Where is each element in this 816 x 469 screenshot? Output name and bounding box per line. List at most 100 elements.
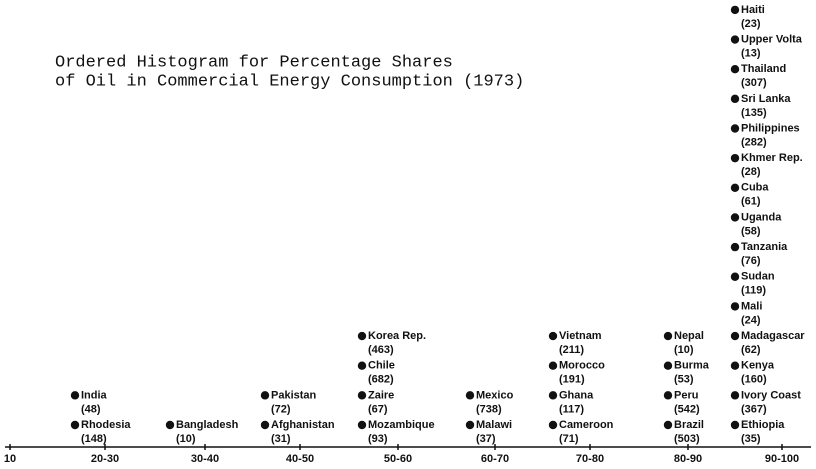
country-value: (93)	[368, 433, 388, 445]
country-value: (31)	[271, 433, 291, 445]
country-name: Khmer Rep.	[741, 152, 803, 164]
country-name: India	[81, 389, 108, 401]
dot	[730, 391, 740, 400]
country-value: (117)	[559, 403, 584, 415]
dot	[260, 420, 270, 430]
country-name: Thailand	[741, 63, 786, 75]
country-name: Peru	[674, 389, 698, 401]
axis-label: 30-40	[191, 453, 219, 465]
country-name: Afghanistan	[271, 419, 335, 431]
dot	[730, 361, 740, 370]
dot	[260, 391, 270, 400]
country-value: (135)	[741, 107, 767, 119]
country-name: Sudan	[741, 271, 775, 283]
dot	[465, 391, 475, 400]
dot	[357, 420, 367, 430]
country-value: (367)	[741, 403, 767, 415]
country-name: Tanzania	[741, 241, 788, 253]
dot	[465, 420, 475, 430]
country-value: (148)	[81, 433, 107, 445]
country-name: Ghana	[559, 389, 594, 401]
dot	[730, 65, 740, 74]
dot	[663, 391, 673, 400]
dot	[357, 361, 367, 370]
country-value: (10)	[176, 433, 196, 445]
country-value: (282)	[741, 136, 767, 148]
country-value: (738)	[476, 403, 502, 415]
country-name: Korea Rep.	[368, 330, 426, 342]
country-name: Rhodesia	[81, 419, 131, 431]
country-value: (191)	[559, 374, 585, 386]
country-value: (160)	[741, 374, 767, 386]
country-name: Zaire	[368, 389, 394, 401]
dot	[730, 94, 740, 104]
dot	[357, 331, 367, 341]
dot	[663, 420, 673, 430]
country-name: Bangladesh	[176, 419, 239, 431]
country-name: Sri Lanka	[741, 93, 791, 105]
country-name: Mexico	[476, 389, 514, 401]
dot	[548, 331, 558, 341]
country-value: (13)	[741, 47, 761, 59]
dot	[730, 213, 740, 222]
axis-label: 60-70	[481, 453, 509, 465]
dot	[548, 361, 558, 370]
country-name: Brazil	[674, 419, 704, 431]
dot	[663, 331, 673, 341]
dot	[70, 391, 80, 400]
axis-label: 10	[4, 453, 16, 465]
country-value: (61)	[741, 196, 761, 208]
dot	[730, 302, 740, 311]
country-value: (71)	[559, 433, 579, 445]
country-value: (58)	[741, 225, 761, 237]
country-name: Uganda	[741, 211, 782, 223]
country-name: Burma	[674, 360, 710, 372]
dot	[548, 391, 558, 400]
dot	[165, 420, 175, 430]
country-value: (48)	[81, 403, 101, 415]
country-value: (62)	[741, 344, 761, 356]
country-name: Malawi	[476, 419, 512, 431]
country-value: (503)	[674, 433, 700, 445]
country-name: Ethiopia	[741, 419, 785, 431]
country-value: (24)	[741, 314, 761, 326]
country-name: Haiti	[741, 4, 765, 16]
country-name: Ivory Coast	[741, 389, 801, 401]
dot	[70, 420, 80, 430]
country-name: Cuba	[741, 182, 769, 194]
country-value: (682)	[368, 374, 394, 386]
country-value: (542)	[674, 403, 700, 415]
country-value: (119)	[741, 285, 766, 297]
country-name: Madagascar	[741, 330, 805, 342]
country-value: (67)	[368, 403, 388, 415]
country-value: (35)	[741, 433, 761, 445]
country-value: (28)	[741, 166, 761, 178]
dot	[730, 124, 740, 133]
dot	[730, 153, 740, 163]
country-value: (211)	[559, 344, 584, 356]
country-name: Vietnam	[559, 330, 602, 342]
country-value: (76)	[741, 255, 761, 267]
country-name: Philippines	[741, 122, 800, 134]
axis-label: 20-30	[91, 453, 119, 465]
country-name: Kenya	[741, 360, 775, 372]
country-name: Cameroon	[559, 419, 614, 431]
country-value: (72)	[271, 403, 291, 415]
axis-label: 90-100	[765, 453, 799, 465]
country-value: (53)	[674, 374, 694, 386]
dot	[548, 420, 558, 430]
country-name: Nepal	[674, 330, 704, 342]
title-line: Ordered Histogram for Percentage Shares	[55, 53, 453, 72]
country-value: (307)	[741, 77, 767, 89]
dot	[730, 5, 740, 15]
dot	[730, 183, 740, 192]
axis-label: 50-60	[384, 453, 412, 465]
country-value: (37)	[476, 433, 496, 445]
country-name: Morocco	[559, 360, 605, 372]
title-line: of Oil in Commercial Energy Consumption …	[55, 72, 524, 91]
country-name: Chile	[368, 360, 395, 372]
dot	[357, 391, 367, 400]
axis-label: 40-50	[286, 453, 314, 465]
axis-label: 80-90	[674, 453, 702, 465]
